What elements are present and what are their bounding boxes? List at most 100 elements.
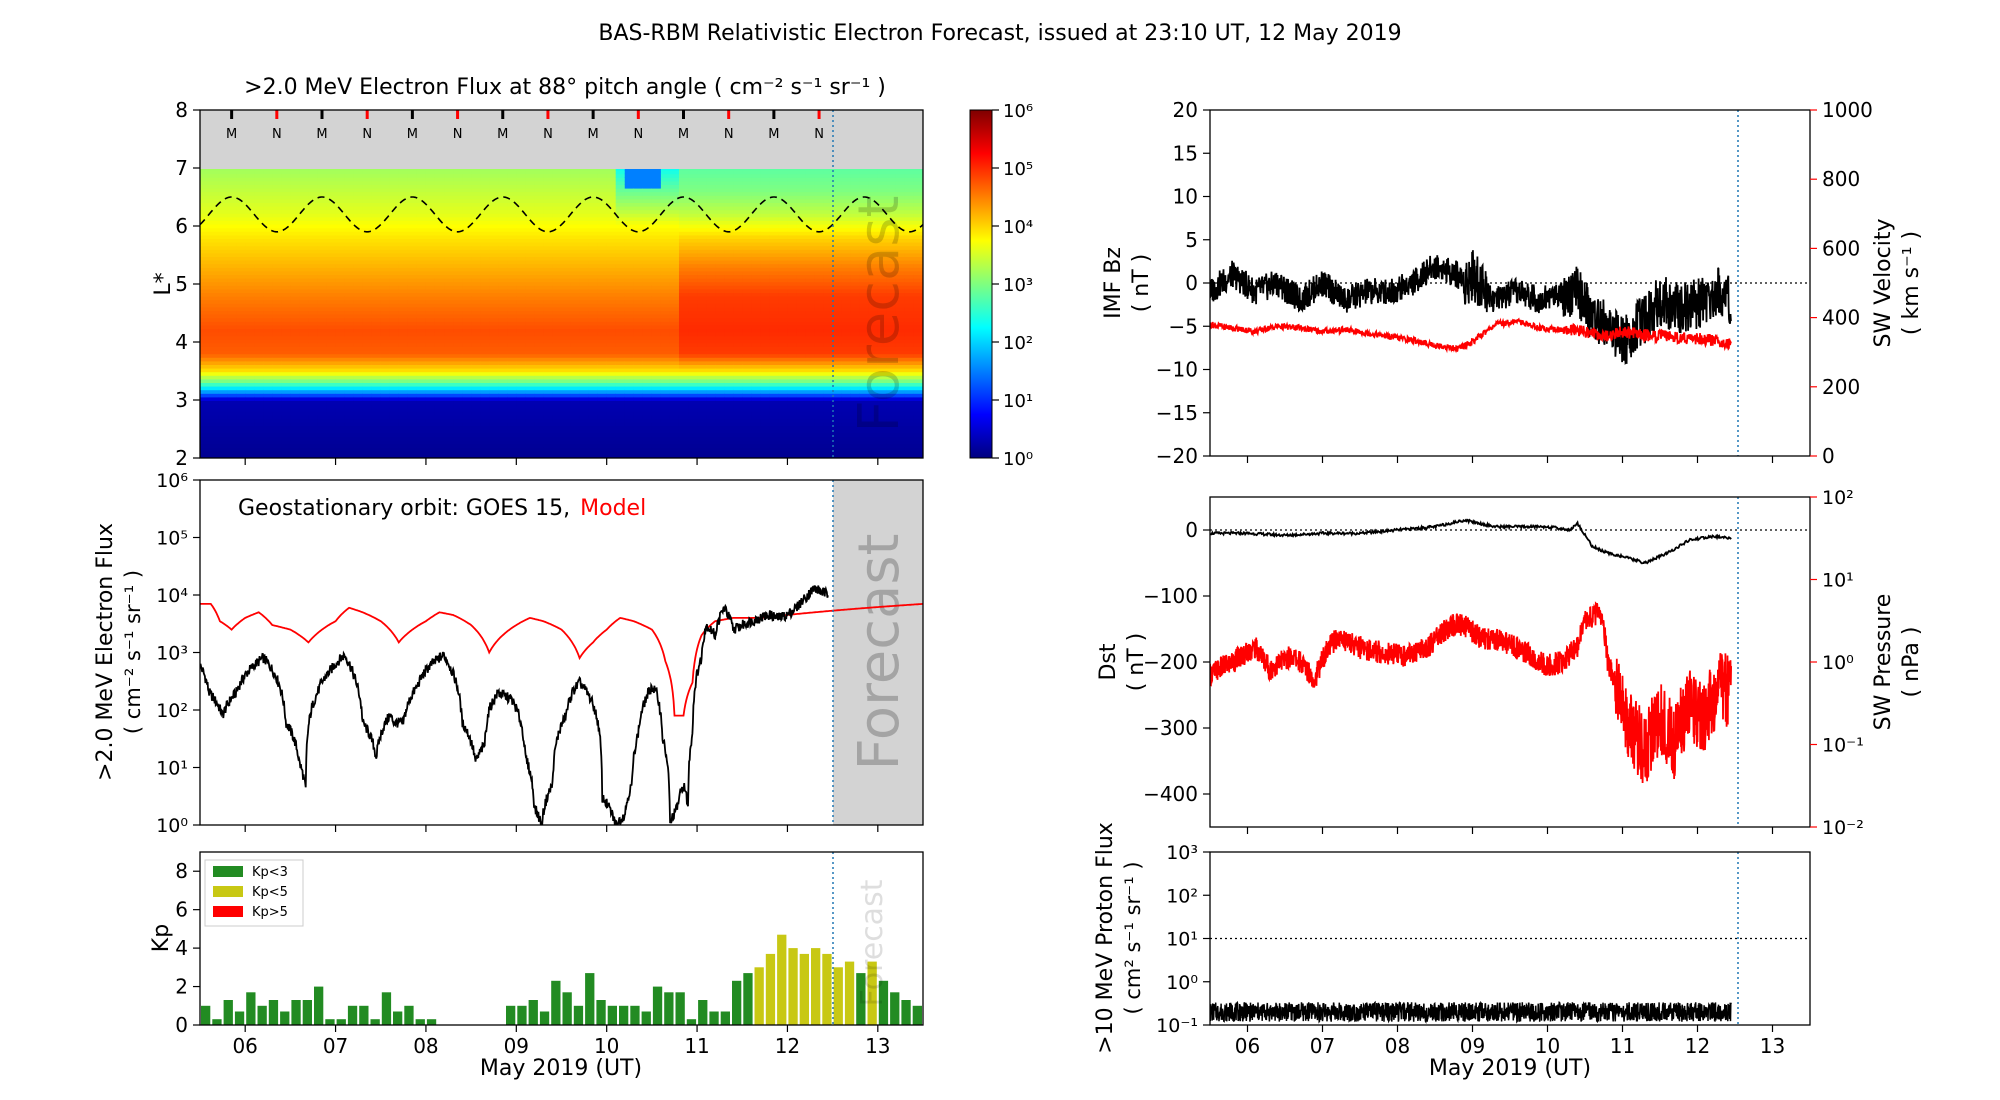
heatmap-cell: [678, 407, 689, 412]
heatmap-cell: [407, 180, 418, 185]
heatmap-cell: [335, 432, 346, 437]
heatmap-cell: [543, 216, 554, 221]
heatmap-cell: [308, 299, 319, 304]
heatmap-cell: [697, 227, 707, 232]
heatmap-cell: [688, 332, 698, 337]
heatmap-cell: [290, 396, 301, 401]
heatmap-cell: [344, 440, 355, 445]
heatmap-cell: [525, 274, 535, 279]
heatmap-cell: [200, 306, 210, 311]
heatmap-cell: [281, 393, 291, 398]
heatmap-cell: [742, 173, 752, 178]
heatmap-cell: [669, 245, 680, 250]
heatmap-cell: [480, 342, 490, 347]
heatmap-cell: [742, 213, 752, 218]
heatmap-cell: [308, 260, 319, 265]
heatmap-cell: [344, 360, 355, 365]
heatmap-cell: [525, 339, 535, 344]
heatmap-cell: [317, 220, 328, 225]
heatmap-cell: [453, 324, 463, 329]
heatmap-cell: [353, 396, 364, 401]
heatmap-cell: [633, 350, 644, 355]
heatmap-cell: [344, 414, 355, 419]
heatmap-cell: [236, 267, 246, 272]
heatmap-cell: [624, 256, 635, 261]
heatmap-cell: [434, 245, 445, 250]
heatmap-cell: [516, 191, 526, 196]
heatmap-cell: [462, 342, 472, 347]
heatmap-cell: [597, 238, 608, 243]
heatmap-cell: [534, 177, 545, 182]
heatmap-cell: [218, 400, 228, 405]
heatmap-cell: [498, 224, 508, 229]
heatmap-cell: [263, 191, 273, 196]
heatmap-cell: [326, 443, 337, 448]
heatmap-cell: [561, 249, 572, 254]
heatmap-cell: [579, 169, 590, 171]
heatmap-cell: [263, 242, 273, 247]
heatmap-cell: [254, 278, 264, 283]
heatmap-cell: [516, 242, 526, 247]
heatmap-cell: [624, 422, 635, 427]
heatmap-cell: [317, 184, 328, 189]
heatmap-cell: [543, 332, 554, 337]
heatmap-cell: [272, 260, 282, 265]
heatmap-cell: [353, 170, 364, 175]
heatmap-cell: [227, 382, 237, 387]
heatmap-cell: [525, 278, 535, 283]
heatmap-cell: [660, 332, 671, 337]
heatmap-cell: [498, 317, 508, 322]
heatmap-cell: [561, 245, 572, 250]
heatmap-cell: [480, 364, 490, 369]
heatmap-cell: [588, 296, 599, 301]
heatmap-cell: [218, 346, 228, 351]
heatmap-cell: [353, 339, 364, 344]
heatmap-cell: [344, 314, 355, 319]
heatmap-cell: [588, 436, 599, 441]
heatmap-cell: [751, 314, 761, 319]
heatmap-cell: [299, 299, 310, 304]
heatmap-cell: [579, 404, 590, 409]
heatmap-cell: [561, 224, 572, 229]
heatmap-cell: [624, 360, 635, 365]
heatmap-cell: [371, 371, 382, 376]
heatmap-cell: [434, 224, 445, 229]
heatmap-cell: [480, 263, 490, 268]
heatmap-cell: [425, 324, 436, 329]
heatmap-cell: [335, 382, 346, 387]
heatmap-cell: [444, 198, 454, 203]
heatmap-cell: [489, 371, 499, 376]
heatmap-cell: [724, 436, 734, 441]
heatmap-cell: [480, 267, 490, 272]
heatmap-cell: [751, 432, 761, 437]
heatmap-cell: [444, 396, 454, 401]
heatmap-cell: [326, 371, 337, 376]
heatmap-cell: [326, 422, 337, 427]
heatmap-cell: [245, 335, 255, 340]
heatmap-cell: [615, 324, 626, 329]
heatmap-cell: [407, 299, 418, 304]
heatmap-cell: [534, 396, 545, 401]
heatmap-cell: [597, 450, 608, 455]
heatmap-cell: [552, 396, 563, 401]
heatmap-cell: [398, 404, 409, 409]
heatmap-cell: [227, 310, 237, 315]
heatmap-cell: [516, 263, 526, 268]
heatmap-cell: [669, 169, 680, 171]
heatmap-cell: [236, 414, 246, 419]
heatmap-cell: [715, 454, 725, 458]
heatmap-cell: [552, 353, 563, 358]
heatmap-cell: [615, 447, 626, 452]
heatmap-cell: [597, 260, 608, 265]
heatmap-cell: [272, 216, 282, 221]
heatmap-cell: [570, 213, 581, 218]
heatmap-cell: [254, 216, 264, 221]
heatmap-cell: [317, 173, 328, 178]
heatmap-cell: [344, 310, 355, 315]
heatmap-cell: [742, 411, 752, 416]
heatmap-cell: [669, 382, 680, 387]
heatmap-cell: [543, 220, 554, 225]
heatmap-cell: [444, 216, 454, 221]
heatmap-cell: [462, 429, 472, 434]
heatmap-cell: [425, 303, 436, 308]
